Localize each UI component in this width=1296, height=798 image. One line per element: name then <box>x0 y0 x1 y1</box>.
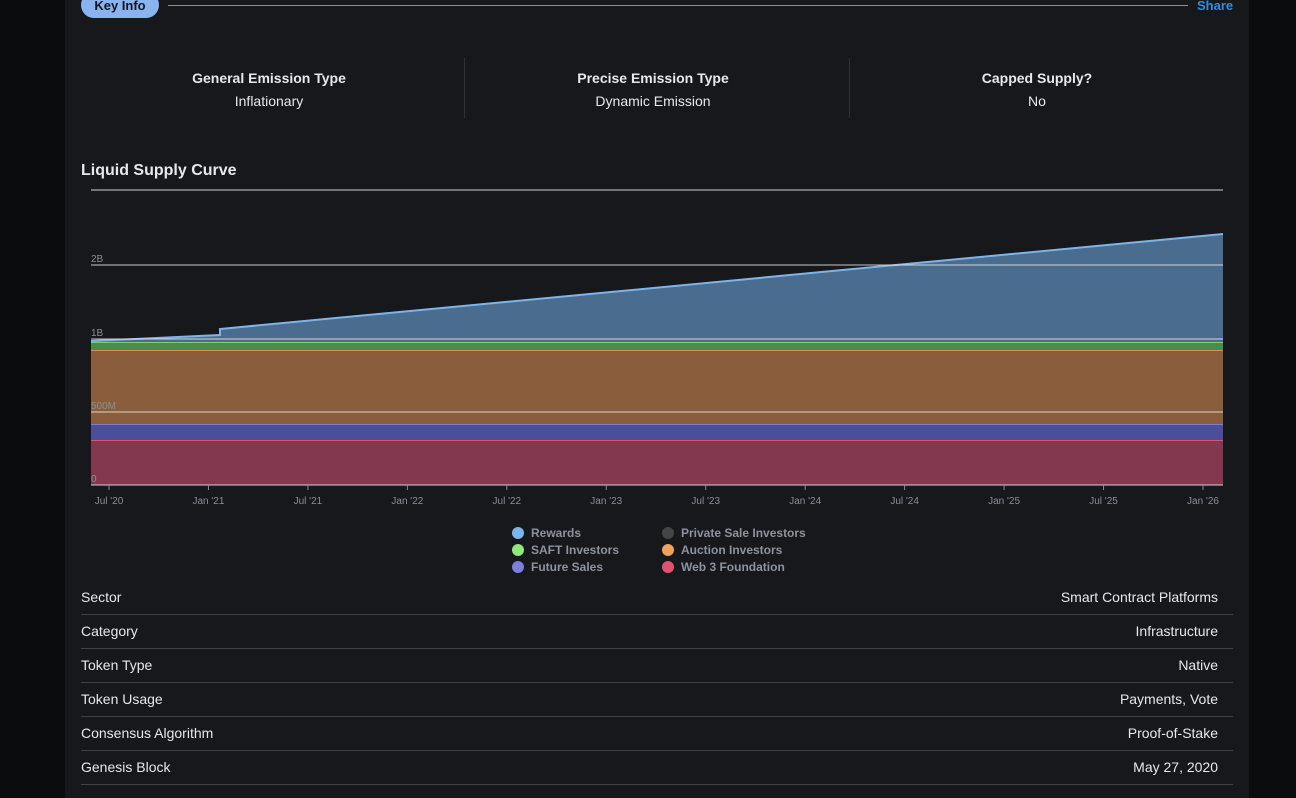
x-tick-label: Jul '20 <box>95 496 124 507</box>
line-rewards <box>90 233 1224 342</box>
info-value: Proof-of-Stake <box>1127 725 1218 741</box>
legend-dot <box>512 527 524 539</box>
legend-label: Rewards <box>531 526 582 540</box>
legend-dot <box>662 544 674 556</box>
legend-label: Private Sale Investors <box>681 526 806 540</box>
x-tick-label: Jul '21 <box>294 496 323 507</box>
info-value: Infrastructure <box>1135 623 1218 639</box>
x-tick-label: Jan '25 <box>988 496 1020 507</box>
area-web3-foundation <box>91 440 1223 485</box>
legend-dot <box>512 544 524 556</box>
area-future-sales <box>91 424 1223 440</box>
stat-value: Inflationary <box>234 93 304 109</box>
stat-general-emission: General Emission Type Inflationary <box>77 58 461 118</box>
key-info-pill: Key Info <box>81 0 159 18</box>
info-row-token-usage: Token Usage Payments, Vote <box>81 683 1233 717</box>
stat-divider <box>849 58 850 118</box>
x-tick-label: Jan '24 <box>789 496 821 507</box>
y-tick-label: 2B <box>91 254 104 265</box>
legend-dot <box>512 561 524 573</box>
y-tick-label: 500M <box>91 401 116 412</box>
legend-dot <box>662 527 674 539</box>
liquid-supply-chart: 0 500M 1B 2B Jul '20 Jan '21 Jul '21 Jan '22 Jul… <box>90 189 1224 507</box>
legend-item-web3-foundation[interactable]: Web 3 Foundation <box>662 560 785 574</box>
legend-label: Future Sales <box>531 560 604 574</box>
legend-label: Web 3 Foundation <box>681 560 785 574</box>
x-tick-label: Jul '22 <box>493 496 522 507</box>
y-tick-label: 0 <box>91 474 97 485</box>
stat-label: Precise Emission Type <box>577 70 729 86</box>
x-tick-label: Jul '24 <box>890 496 919 507</box>
stat-value: Dynamic Emission <box>595 93 711 109</box>
info-value: Payments, Vote <box>1119 691 1218 707</box>
info-row-consensus: Consensus Algorithm Proof-of-Stake <box>81 717 1233 751</box>
legend-label: SAFT Investors <box>531 543 620 557</box>
x-tick-label: Jan '21 <box>192 496 224 507</box>
stat-label: General Emission Type <box>192 70 346 86</box>
stat-capped-supply: Capped Supply? No <box>845 58 1229 118</box>
info-key: Consensus Algorithm <box>81 725 214 741</box>
area-auction <box>91 350 1223 424</box>
area-saft <box>91 342 1223 350</box>
info-row-genesis-block: Genesis Block May 27, 2020 <box>81 751 1233 785</box>
info-row-category: Category Infrastructure <box>81 615 1233 649</box>
share-link[interactable]: Share <box>1197 0 1234 13</box>
info-key: Token Usage <box>81 691 163 707</box>
x-tick-label: Jul '23 <box>691 496 720 507</box>
info-key: Sector <box>81 589 122 605</box>
stat-value: No <box>1028 93 1046 109</box>
legend-dot <box>662 561 674 573</box>
info-value: May 27, 2020 <box>1133 759 1218 775</box>
header-divider <box>168 5 1188 6</box>
info-row-token-type: Token Type Native <box>81 649 1233 683</box>
x-tick-label: Jan '22 <box>391 496 423 507</box>
x-tick-label: Jan '26 <box>1187 496 1219 507</box>
legend-label: Auction Investors <box>681 543 783 557</box>
chart-title: Liquid Supply Curve <box>81 162 237 179</box>
info-key: Token Type <box>81 657 153 673</box>
y-tick-label: 1B <box>91 328 104 339</box>
x-tick-label: Jul '25 <box>1089 496 1118 507</box>
info-key: Category <box>81 623 138 639</box>
legend-item-saft[interactable]: SAFT Investors <box>512 543 619 557</box>
legend-item-auction[interactable]: Auction Investors <box>662 543 782 557</box>
info-row-sector: Sector Smart Contract Platforms <box>81 581 1233 615</box>
info-value: Smart Contract Platforms <box>1060 589 1218 605</box>
legend-item-private-sale[interactable]: Private Sale Investors <box>662 526 806 540</box>
stat-label: Capped Supply? <box>981 70 1093 86</box>
x-tick-label: Jan '23 <box>590 496 622 507</box>
info-value: Native <box>1178 657 1218 673</box>
legend-item-future-sales[interactable]: Future Sales <box>512 560 603 574</box>
info-key: Genesis Block <box>81 759 171 775</box>
stat-precise-emission: Precise Emission Type Dynamic Emission <box>461 58 845 118</box>
legend-item-rewards[interactable]: Rewards <box>512 526 581 540</box>
stat-divider <box>464 58 465 118</box>
